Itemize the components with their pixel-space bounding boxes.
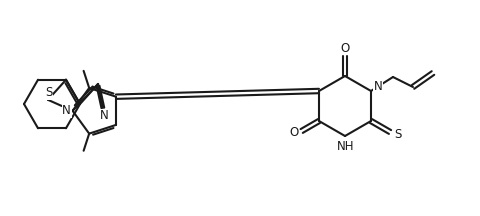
Text: N: N	[373, 79, 383, 92]
Text: O: O	[289, 127, 299, 140]
Text: S: S	[45, 86, 53, 99]
Text: NH: NH	[337, 140, 355, 152]
Text: N: N	[99, 110, 108, 122]
Text: O: O	[340, 41, 349, 54]
Text: N: N	[62, 104, 71, 117]
Text: S: S	[395, 127, 402, 140]
